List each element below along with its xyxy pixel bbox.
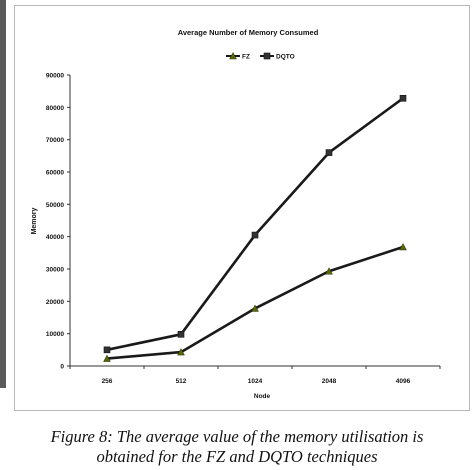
figure-caption: Figure 8: The average value of the memor… [0, 427, 474, 467]
data-point-fz [251, 304, 259, 312]
chart-frame [14, 5, 470, 411]
x-tick-label: 256 [102, 378, 113, 385]
y-tick-label: 20000 [46, 299, 64, 306]
data-point-fz [177, 348, 185, 356]
chart-series [103, 94, 407, 362]
data-point-dqto [251, 231, 259, 239]
y-tick-label: 10000 [46, 331, 64, 338]
data-point-fz [325, 267, 333, 275]
x-tick-label: 512 [176, 378, 187, 385]
series-dqto [103, 94, 407, 354]
data-point-dqto [103, 346, 111, 354]
data-point-dqto [325, 149, 333, 156]
x-tick-label: 4096 [396, 378, 411, 385]
y-tick-label: 0 [60, 364, 64, 371]
line-chart: Average Number of Memory Consumed FZ DQTO… [31, 28, 441, 400]
x-tick-label: 2048 [322, 378, 337, 385]
legend-item-fz: FZ [226, 52, 250, 61]
legend-label-fz: FZ [242, 54, 250, 61]
y-tick-label: 30000 [46, 267, 64, 274]
series-line-dqto [106, 97, 404, 352]
y-tick-label: 90000 [46, 73, 64, 80]
legend-marker-dqto [263, 52, 271, 60]
page-edge-bar [0, 0, 6, 388]
data-point-fz [103, 354, 111, 362]
legend-marker-fz [229, 52, 237, 60]
y-tick-label: 60000 [46, 170, 64, 177]
y-tick-label: 80000 [46, 105, 64, 112]
x-tick-label: 1024 [248, 378, 263, 385]
y-axis-label: Memory [31, 207, 38, 234]
y-tick-label: 40000 [46, 234, 64, 241]
data-point-dqto [399, 94, 407, 102]
chart-title: Average Number of Memory Consumed [178, 28, 319, 37]
y-tick-label: 50000 [46, 202, 64, 209]
series-fz [103, 243, 407, 362]
legend-item-dqto: DQTO [260, 52, 295, 61]
legend-label-dqto: DQTO [276, 54, 295, 61]
chart-legend: FZ DQTO [226, 52, 295, 61]
caption-line-1: Figure 8: The average value of the memor… [50, 427, 424, 446]
y-tick-label: 70000 [46, 137, 64, 144]
chart-axes: 0 10000 20000 30000 40000 50000 60000 70000 8000… [46, 73, 441, 385]
x-axis-label: Node [254, 393, 271, 400]
data-point-fz [399, 243, 407, 251]
caption-line-2: obtained for the FZ and DQTO techniques [96, 447, 378, 466]
data-point-dqto [177, 331, 185, 338]
